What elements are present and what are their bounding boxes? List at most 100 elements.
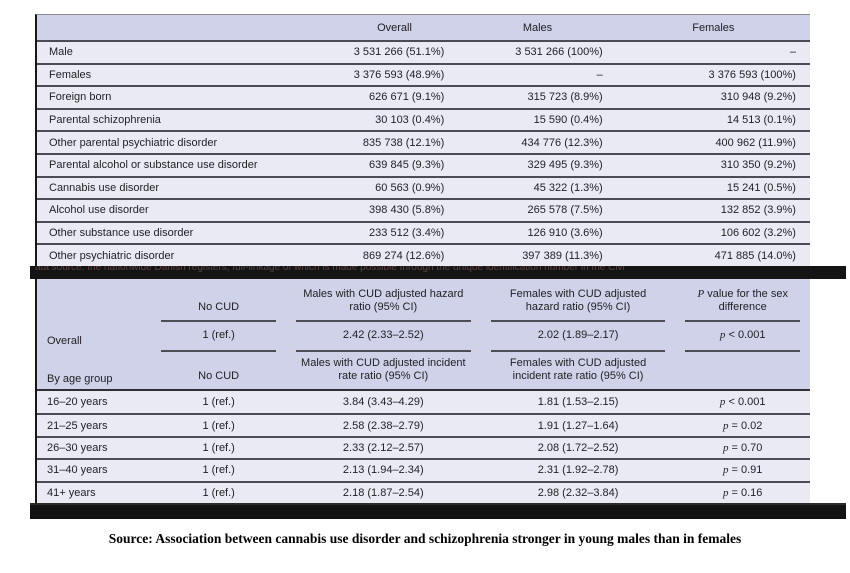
cell-males: 434 776 (12.3%)	[521, 136, 603, 149]
cell-males: 126 910 (3.6%)	[527, 227, 603, 240]
cell-overall: 3 376 593 (48.9%)	[353, 68, 445, 81]
cell-overall: 233 512 (3.4%)	[369, 227, 445, 240]
cell-no-cud: 1 (ref.)	[202, 419, 235, 432]
cell-males: 397 389 (11.3%)	[522, 249, 603, 262]
table-row: Other parental psychiatric disorder 835 …	[37, 130, 810, 153]
redacted-footer-bar	[30, 503, 846, 519]
table-row: 26–30 years 1 (ref.) 2.33 (2.12–2.57) 2.…	[37, 435, 810, 459]
cell-males: 45 322 (1.3%)	[533, 181, 603, 194]
table-row: 31–40 years 1 (ref.) 2.13 (1.94–2.34) 2.…	[37, 458, 810, 481]
table-row: Parental alcohol or substance use disord…	[37, 152, 810, 176]
column-header-males: Males	[522, 21, 553, 34]
cell-males-ratio: 2.58 (2.38–2.79)	[342, 419, 424, 432]
column-header-p-value: P value for the sex difference	[685, 288, 800, 322]
table-row: Male 3 531 266 (51.1%) 3 531 266 (100%) …	[37, 40, 810, 63]
row-label-age: 16–20 years	[47, 396, 108, 409]
cell-females: 471 885 (14.0%)	[714, 249, 796, 262]
cell-females-ratio: 2.98 (2.32–3.84)	[537, 486, 619, 499]
cell-overall-no-cud: 1 (ref.)	[161, 322, 276, 352]
hazard-table-header-block: No CUD Males with CUD adjusted hazard ra…	[37, 279, 810, 391]
row-label: Foreign born	[49, 91, 112, 104]
column-header-females-irr: Females with CUD adjusted incident rate …	[509, 356, 647, 383]
table-row: Other psychiatric disorder 869 274 (12.6…	[37, 243, 810, 266]
cell-females: 310 350 (9.2%)	[720, 159, 796, 172]
cell-females: 400 962 (11.9%)	[715, 136, 796, 149]
row-label: Parental alcohol or substance use disord…	[49, 159, 258, 172]
row-label-by-age-group: By age group	[47, 373, 113, 385]
demographics-table: Overall Males Females Male 3 531 266 (51…	[35, 14, 810, 266]
row-label: Other substance use disorder	[49, 227, 194, 240]
cell-females: 106 602 (3.2%)	[720, 227, 796, 240]
column-header-males-irr: Males with CUD adjusted incident rate ra…	[301, 356, 466, 383]
hazard-overall-row: Overall 1 (ref.) 2.42 (2.33–2.52) 2.02 (…	[37, 322, 810, 352]
row-label: Parental schizophrenia	[49, 114, 161, 127]
row-label: Other psychiatric disorder	[49, 249, 175, 262]
cell-overall: 626 671 (9.1%)	[369, 91, 445, 104]
row-label: Alcohol use disorder	[49, 204, 149, 217]
column-header-no-cud: No CUD	[161, 301, 276, 322]
cell-males: 15 590 (0.4%)	[533, 114, 603, 127]
row-label: Females	[49, 68, 92, 81]
table-row: 41+ years 1 (ref.) 2.18 (1.87–2.54) 2.98…	[37, 480, 810, 503]
table-row: Alcohol use disorder 398 430 (5.8%) 265 …	[37, 198, 810, 221]
cell-females: –	[789, 46, 796, 59]
cell-females-ratio: 1.91 (1.27–1.64)	[537, 419, 619, 432]
demographics-header-row: Overall Males Females	[37, 15, 810, 40]
cell-females: 132 852 (3.9%)	[720, 204, 796, 217]
clipped-caption-text: ata source: the nationwide Danish regist…	[35, 266, 625, 273]
cell-no-cud: 1 (ref.)	[202, 486, 235, 499]
column-header-males-hazard: Males with CUD adjusted hazard ratio (95…	[295, 288, 471, 322]
row-label-age: 41+ years	[47, 486, 96, 499]
table-row: Cannabis use disorder 60 563 (0.9%) 45 3…	[37, 175, 810, 199]
column-header-females-hazard: Females with CUD adjusted hazard ratio (…	[490, 288, 666, 322]
hazard-ratio-table: No CUD Males with CUD adjusted hazard ra…	[35, 279, 810, 503]
cell-females-ratio: 2.31 (1.92–2.78)	[537, 464, 619, 477]
cell-females: 15 241 (0.5%)	[726, 181, 796, 194]
cell-overall: 639 845 (9.3%)	[369, 159, 445, 172]
cell-males-ratio: 2.13 (1.94–2.34)	[342, 464, 424, 477]
cell-males-ratio: 2.18 (1.87–2.54)	[342, 486, 424, 499]
cell-overall-p: p < 0.001	[685, 322, 800, 352]
cell-no-cud: 1 (ref.)	[202, 441, 235, 454]
column-header-no-cud-2: No CUD	[198, 370, 240, 383]
cell-males: 3 531 266 (100%)	[515, 46, 603, 59]
row-label: Cannabis use disorder	[49, 181, 160, 194]
table-row: 21–25 years 1 (ref.) 2.58 (2.38–2.79) 1.…	[37, 413, 810, 436]
table-row: Other substance use disorder 233 512 (3.…	[37, 220, 810, 244]
cell-females: 310 948 (9.2%)	[720, 91, 796, 104]
row-label-age: 26–30 years	[47, 441, 108, 454]
column-header-overall: Overall	[377, 21, 412, 34]
column-header-females: Females	[692, 21, 735, 34]
source-caption: Source: Association between cannabis use…	[108, 531, 742, 546]
cell-overall: 60 563 (0.9%)	[375, 181, 445, 194]
cell-males: 315 723 (8.9%)	[527, 91, 603, 104]
table-row: 16–20 years 1 (ref.) 3.84 (3.43–4.29) 1.…	[37, 391, 810, 414]
cell-overall-males-hr: 2.42 (2.33–2.52)	[295, 322, 471, 352]
row-label: Other parental psychiatric disorder	[49, 136, 218, 149]
cell-males: 265 578 (7.5%)	[527, 204, 603, 217]
cell-males: 329 495 (9.3%)	[527, 159, 603, 172]
table-row: Foreign born 626 671 (9.1%) 315 723 (8.9…	[37, 85, 810, 108]
cell-p-value: p = 0.16	[722, 486, 763, 499]
cell-overall: 835 738 (12.1%)	[362, 136, 445, 149]
cell-females: 14 513 (0.1%)	[726, 114, 796, 127]
cell-females-ratio: 1.81 (1.53–2.15)	[537, 396, 619, 409]
hazard-header-row-2: By age group No CUD Males with CUD adjus…	[37, 352, 810, 389]
cell-p-value: p = 0.02	[722, 419, 763, 432]
row-label: Male	[49, 46, 73, 59]
cell-females-ratio: 2.08 (1.72–2.52)	[537, 441, 619, 454]
row-label-age: 31–40 years	[47, 464, 108, 477]
cell-overall: 398 430 (5.8%)	[369, 204, 445, 217]
cell-no-cud: 1 (ref.)	[202, 464, 235, 477]
cell-p-value: p = 0.91	[722, 464, 763, 477]
table-row: Parental schizophrenia 30 103 (0.4%) 15 …	[37, 107, 810, 131]
cell-females: 3 376 593 (100%)	[708, 68, 796, 81]
row-label-age: 21–25 years	[47, 419, 108, 432]
cell-overall: 30 103 (0.4%)	[375, 114, 445, 127]
cell-overall: 3 531 266 (51.1%)	[353, 46, 445, 59]
row-label-overall: Overall	[47, 335, 82, 347]
hazard-header-row-1: No CUD Males with CUD adjusted hazard ra…	[37, 279, 810, 322]
redacted-caption-bar: ata source: the nationwide Danish regist…	[30, 266, 846, 279]
cell-overall-females-hr: 2.02 (1.89–2.17)	[490, 322, 666, 352]
